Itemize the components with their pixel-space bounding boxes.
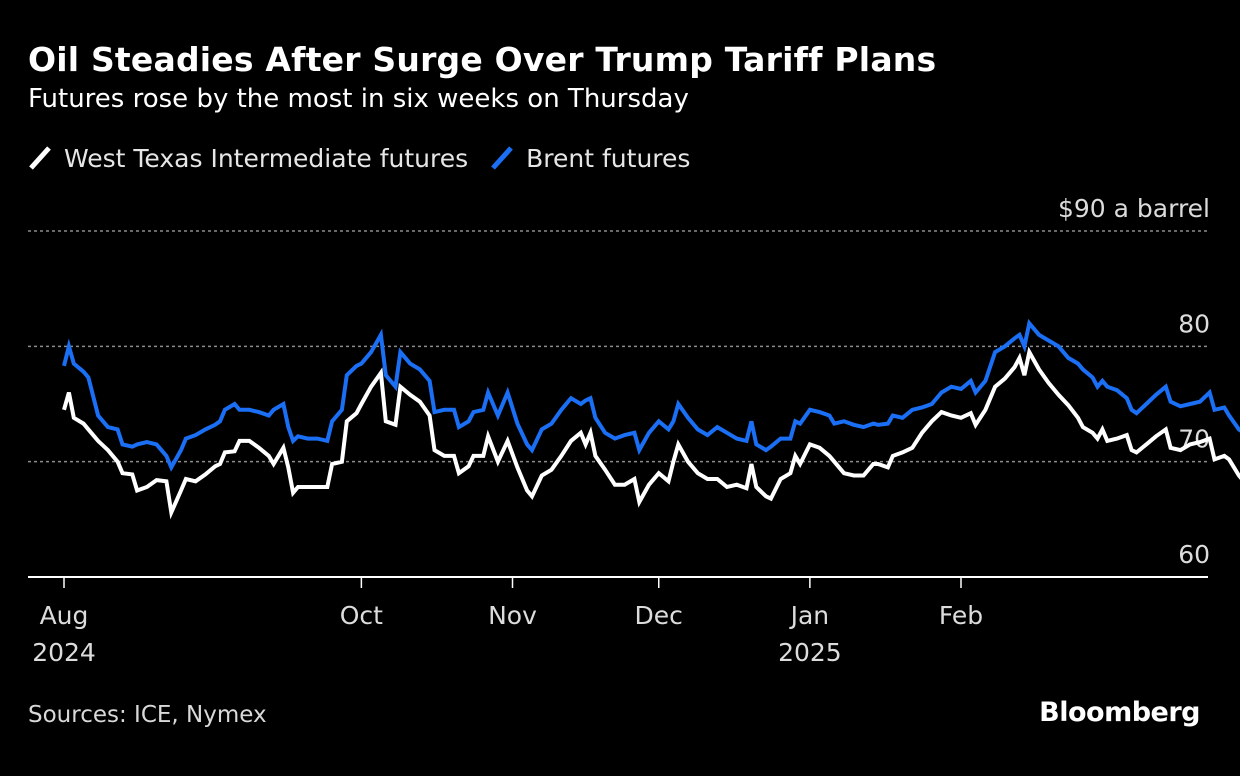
x-tick-label-dec: Dec — [635, 601, 683, 630]
chart-title: Oil Steadies After Surge Over Trump Tari… — [28, 40, 937, 79]
bloomberg-logo: Bloomberg — [1039, 697, 1200, 728]
legend-item-wti: West Texas Intermediate futures — [28, 144, 468, 173]
y-tick-label-80: 80 — [1178, 309, 1210, 338]
legend-swatch-wti — [29, 146, 51, 170]
series-line-brent — [62, 318, 1240, 472]
legend-swatch-brent — [491, 146, 513, 170]
chart-subtitle: Futures rose by the most in six weeks on… — [28, 84, 689, 114]
x-tick-label-jan: Jan — [789, 601, 830, 630]
y-tick-label-90: $90 a barrel — [1058, 194, 1210, 223]
x-tick-year-2024: 2024 — [32, 638, 96, 667]
x-tick-label-oct: Oct — [340, 601, 383, 630]
legend-label-wti: West Texas Intermediate futures — [64, 143, 469, 173]
x-tick-label-nov: Nov — [488, 601, 537, 630]
source-note: Sources: ICE, Nymex — [28, 702, 267, 728]
x-tick-label-feb: Feb — [939, 601, 983, 630]
legend-item-brent: Brent futures — [490, 144, 690, 173]
series-line-wti — [62, 346, 1240, 520]
x-tick-year-2025: 2025 — [778, 638, 842, 667]
y-tick-label-60: 60 — [1178, 540, 1210, 569]
series-lines — [62, 318, 1240, 520]
legend-label-brent: Brent futures — [526, 143, 691, 173]
legend: West Texas Intermediate futures Brent fu… — [28, 140, 712, 176]
x-tick-label-aug: Aug — [40, 601, 89, 630]
x-axis: Aug 2024 Oct Nov Dec Jan 2025 Feb — [32, 577, 983, 667]
